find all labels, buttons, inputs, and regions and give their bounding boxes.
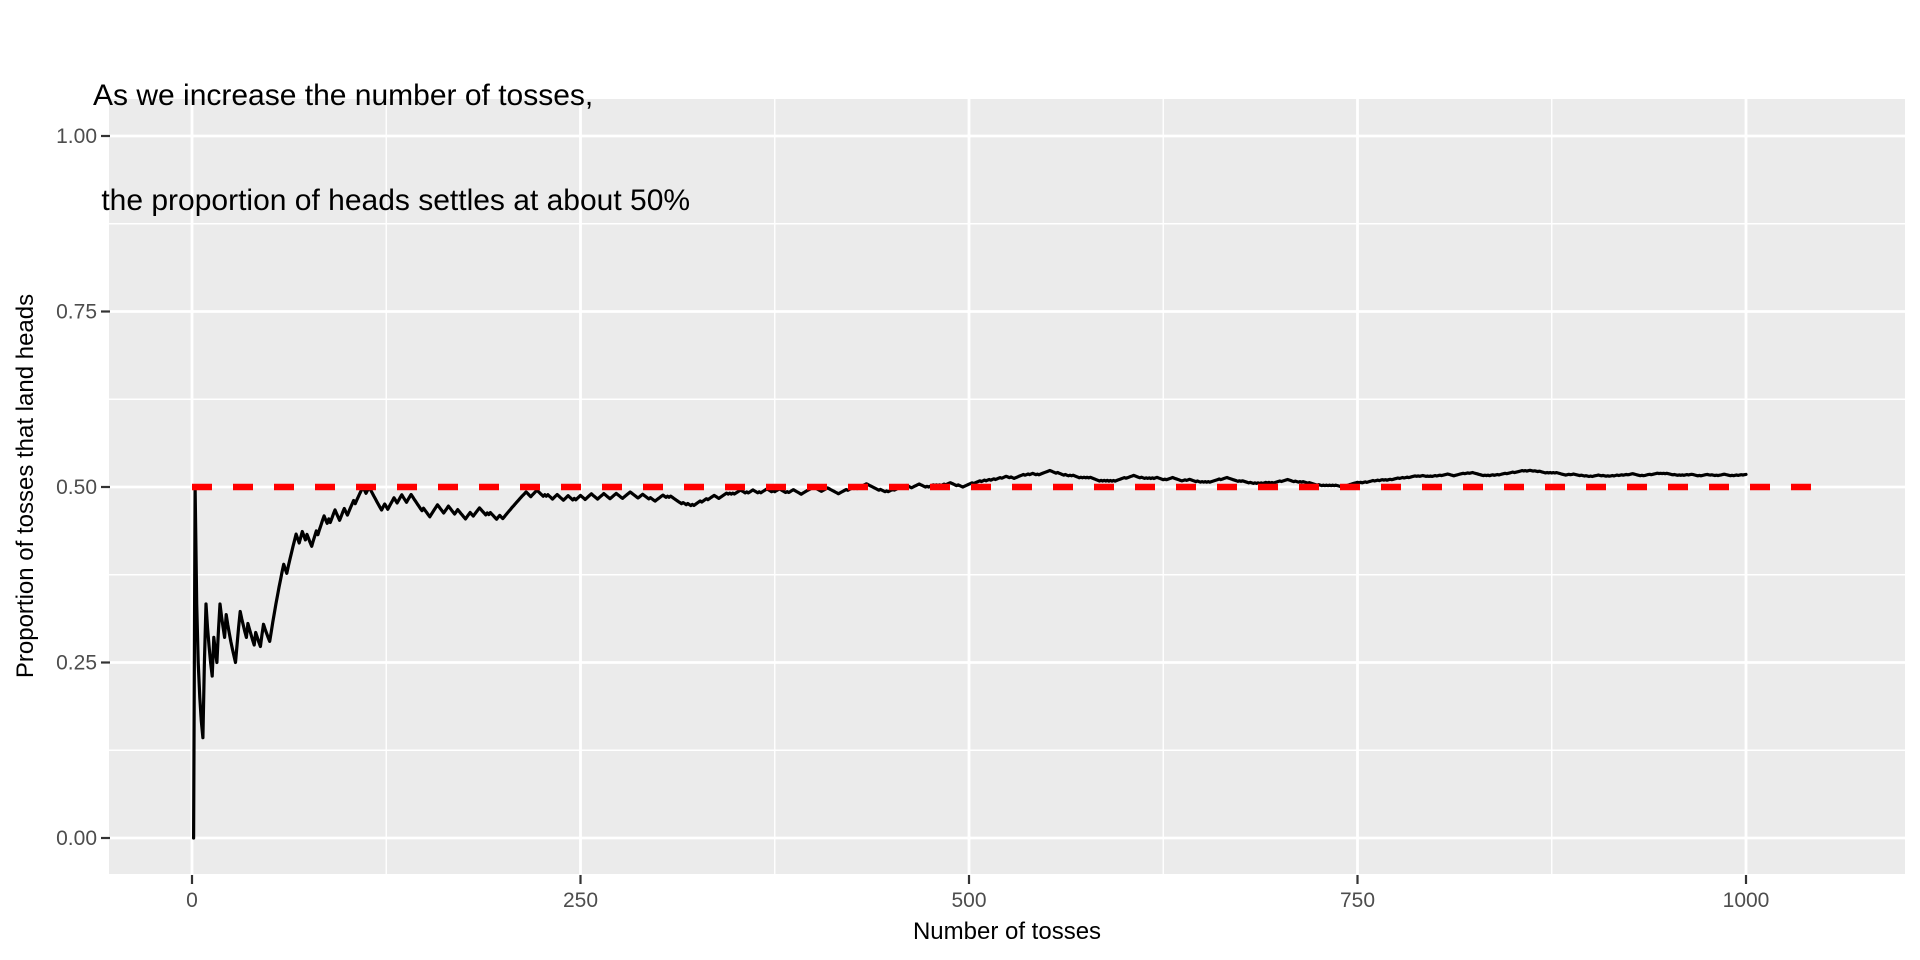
chart-title-line-2: the proportion of heads settles at about… — [93, 184, 691, 217]
chart-title-line-1: As we increase the number of tosses, — [93, 79, 594, 112]
x-tick-label: 250 — [563, 889, 598, 912]
y-tick-label: 1.00 — [56, 125, 97, 148]
x-tick-label: 750 — [1340, 889, 1375, 912]
y-tick-label: 0.50 — [56, 476, 97, 499]
x-tick-label: 1000 — [1723, 889, 1770, 912]
chart-title: As we increase the number of tosses, the… — [93, 8, 690, 288]
x-axis-title: Number of tosses — [912, 918, 1102, 945]
x-tick-label: 500 — [951, 889, 986, 912]
y-tick-label: 0.25 — [56, 652, 97, 675]
y-tick-label: 0.75 — [56, 301, 97, 324]
x-tick-label: 0 — [186, 889, 198, 912]
proportion-line — [192, 468, 1748, 840]
y-tick-label: 0.00 — [56, 827, 97, 850]
y-axis-title: Proportion of tosses that land heads — [12, 293, 39, 679]
